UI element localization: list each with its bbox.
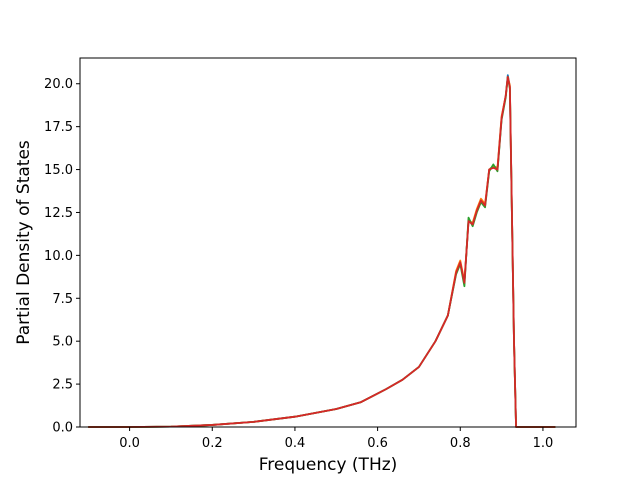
series-line-4 bbox=[88, 75, 556, 428]
x-axis-ticks: 0.0 0.2 0.4 0.6 0.8 1.0 bbox=[119, 427, 553, 451]
x-tick-label: 0.2 bbox=[202, 436, 223, 451]
y-axis-ticks: 0.0 2.5 5.0 7.5 10.0 12.5 15.0 17.5 20.0 bbox=[44, 77, 80, 436]
x-tick-label: 0.8 bbox=[450, 436, 471, 451]
y-tick-label: 12.5 bbox=[44, 206, 73, 221]
x-axis-label: Frequency (THz) bbox=[259, 455, 398, 475]
x-tick-label: 1.0 bbox=[533, 436, 554, 451]
y-tick-label: 10.0 bbox=[44, 249, 73, 264]
y-tick-label: 20.0 bbox=[44, 77, 73, 92]
y-tick-label: 17.5 bbox=[44, 120, 73, 135]
plot-frame bbox=[79, 57, 577, 428]
series-layer bbox=[88, 74, 556, 428]
y-tick-label: 15.0 bbox=[44, 163, 73, 178]
y-tick-label: 7.5 bbox=[52, 292, 73, 307]
y-tick-label: 5.0 bbox=[52, 335, 73, 350]
x-tick-label: 0.4 bbox=[285, 436, 306, 451]
x-tick-label: 0.0 bbox=[119, 436, 140, 451]
y-tick-label: 0.0 bbox=[52, 421, 73, 436]
y-tick-label: 2.5 bbox=[52, 378, 73, 393]
y-axis-label: Partial Density of States bbox=[14, 140, 34, 345]
x-tick-label: 0.6 bbox=[367, 436, 388, 451]
